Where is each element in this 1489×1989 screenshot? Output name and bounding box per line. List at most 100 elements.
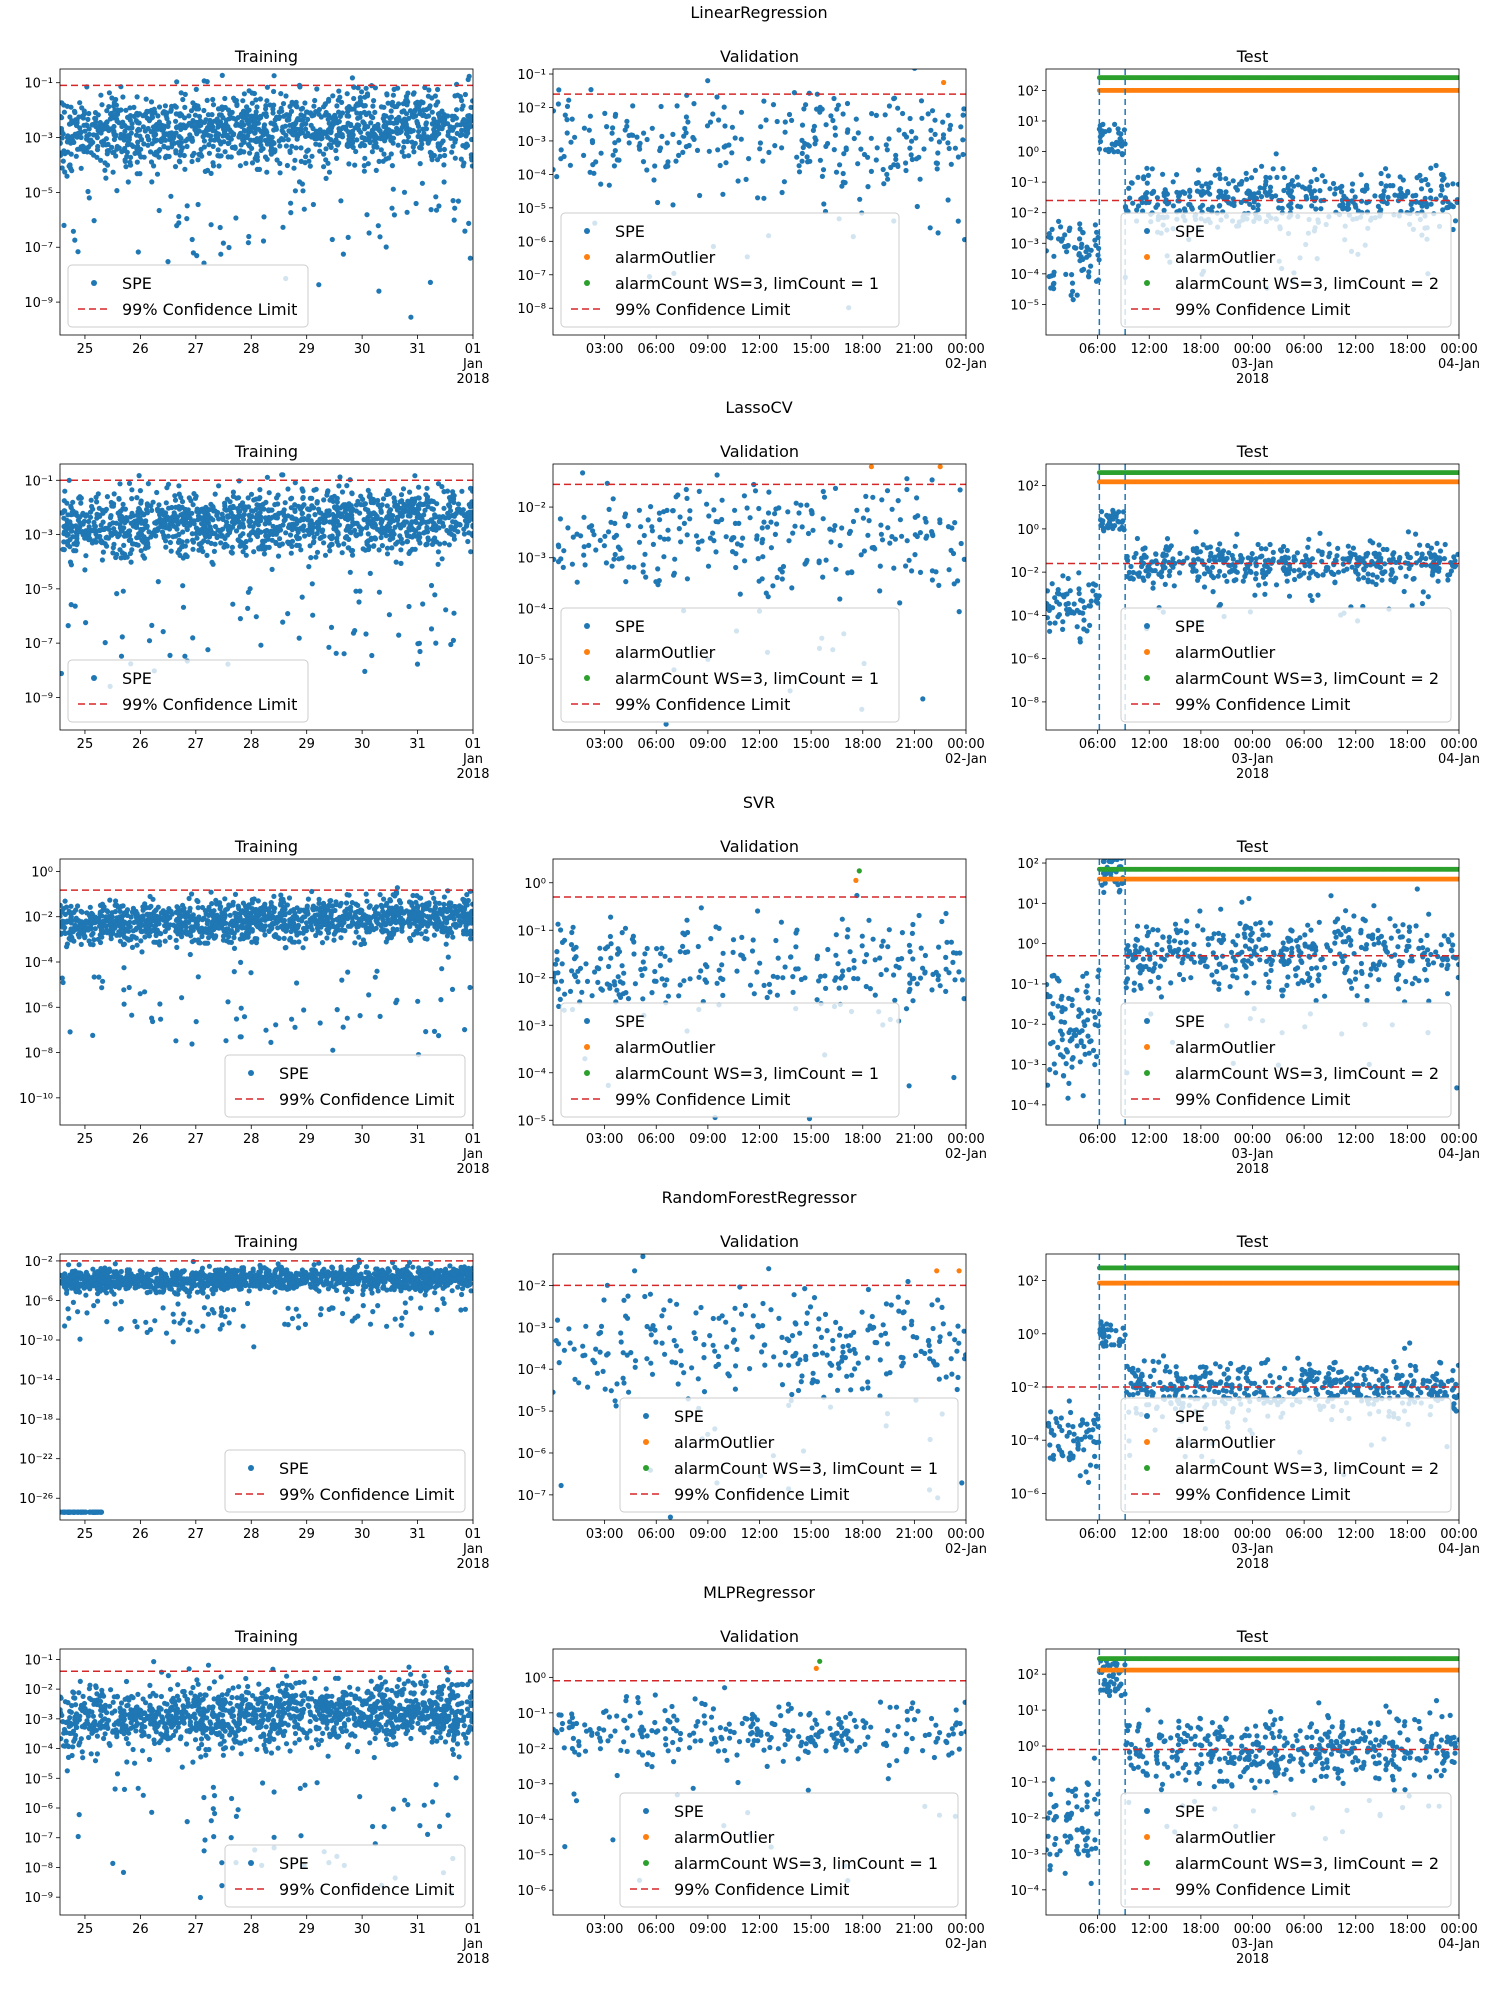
y-tick-label: 10⁻⁷ — [517, 269, 546, 284]
spe-point — [1358, 172, 1364, 178]
spe-point — [70, 499, 76, 505]
spe-point — [798, 502, 804, 508]
spe-point — [626, 564, 632, 570]
spe-point — [832, 485, 839, 491]
spe-point — [210, 517, 216, 523]
spe-point — [77, 514, 83, 520]
spe-point — [93, 132, 99, 138]
spe-point — [359, 141, 365, 147]
alarm-count-point — [1456, 75, 1459, 81]
spe-point — [353, 588, 359, 594]
spe-point — [193, 119, 199, 125]
spe-point — [461, 117, 467, 123]
y-tick-label: 10⁻³ — [517, 552, 546, 567]
spe-point — [452, 155, 458, 161]
spe-point — [770, 102, 777, 108]
spe-point — [253, 153, 259, 159]
spe-point — [696, 488, 702, 494]
spe-point — [205, 647, 211, 653]
spe-point — [262, 137, 268, 143]
spe-point — [172, 512, 178, 518]
spe-point — [593, 547, 599, 553]
spe-point — [664, 140, 670, 146]
spe-point — [1398, 565, 1404, 571]
spe-point — [70, 228, 76, 234]
spe-point — [756, 505, 762, 512]
spe-point — [234, 102, 240, 109]
spe-point — [1338, 189, 1345, 195]
spe-point — [610, 496, 616, 502]
spe-point — [909, 138, 915, 144]
spe-point — [558, 147, 564, 153]
spe-point — [459, 106, 465, 112]
spe-point — [64, 500, 70, 506]
spe-point — [122, 530, 128, 537]
spe-point — [581, 125, 588, 131]
spe-point — [656, 510, 663, 516]
spe-point — [254, 511, 260, 518]
spe-point — [719, 516, 725, 523]
spe-point — [378, 136, 384, 142]
spe-point — [60, 115, 65, 121]
spe-point — [406, 153, 412, 159]
spe-point — [1317, 530, 1323, 536]
spe-point — [1380, 192, 1386, 198]
spe-point — [743, 176, 749, 182]
spe-point — [78, 500, 84, 506]
spe-point — [80, 521, 86, 527]
spe-point — [277, 160, 283, 167]
spe-point — [120, 588, 126, 594]
spe-point — [161, 126, 167, 132]
spe-point — [636, 539, 643, 545]
spe-point — [217, 224, 223, 231]
spe-point — [729, 150, 735, 156]
spe-point — [391, 212, 397, 218]
spe-point — [1267, 175, 1273, 181]
spe-point — [229, 544, 235, 550]
spe-point — [612, 148, 618, 154]
spe-point — [930, 778, 935, 783]
spe-point — [445, 121, 451, 127]
spe-point — [673, 158, 679, 164]
spe-point — [858, 146, 864, 152]
spe-point — [897, 600, 903, 606]
spe-point — [891, 95, 898, 101]
y-tick-label: 10⁻⁵ — [24, 186, 53, 201]
spe-point — [349, 491, 355, 497]
spe-point — [100, 526, 106, 533]
spe-point — [1424, 204, 1430, 210]
spe-point — [227, 111, 233, 117]
spe-point — [212, 523, 218, 530]
spe-point — [185, 136, 192, 142]
spe-point — [227, 527, 233, 533]
spe-point — [448, 641, 454, 648]
spe-point — [84, 149, 90, 155]
spe-point — [111, 123, 117, 130]
spe-point — [138, 154, 144, 160]
spe-point — [1249, 551, 1255, 557]
spe-point — [558, 156, 564, 162]
spe-point — [1106, 128, 1112, 134]
spe-point — [721, 104, 727, 110]
spe-point — [763, 117, 769, 123]
spe-point — [104, 124, 110, 130]
spe-point — [553, 556, 557, 562]
spe-point — [802, 561, 808, 567]
spe-point — [394, 103, 400, 110]
spe-point — [1261, 185, 1267, 191]
spe-point — [194, 535, 200, 541]
spe-point — [1352, 194, 1358, 200]
x-tick-sublabel: Jan — [462, 357, 483, 372]
spe-point — [291, 132, 297, 138]
spe-point — [247, 537, 254, 543]
x-tick-label: 09:00 — [689, 342, 726, 357]
spe-point — [1056, 218, 1062, 224]
spe-point — [149, 141, 155, 147]
spe-point — [372, 109, 378, 115]
spe-point — [1288, 188, 1294, 194]
spe-point — [293, 119, 299, 126]
spe-point — [245, 240, 251, 246]
spe-point — [60, 158, 66, 164]
spe-point — [264, 98, 270, 104]
spe-point — [321, 497, 327, 503]
